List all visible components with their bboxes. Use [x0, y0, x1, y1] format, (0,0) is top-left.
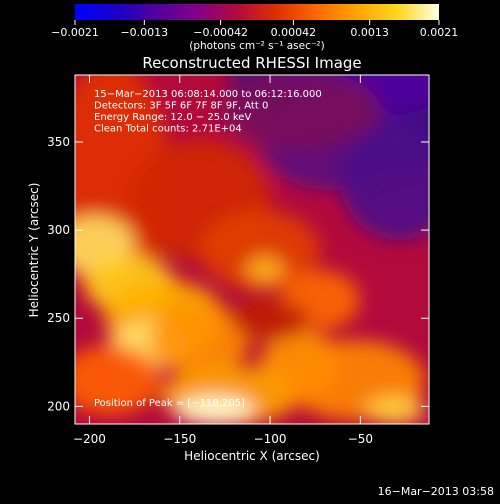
colorbar-ticks: −0.0021 −0.0013 −0.00042 0.00042 0.0013 0.002…	[51, 20, 458, 39]
y-tick-label: 350	[47, 135, 70, 149]
x-tick-label: −100	[254, 432, 287, 446]
x-tick-label: −50	[348, 432, 373, 446]
colorbar-tick-label: −0.00042	[193, 26, 248, 39]
intensity-region	[200, 210, 320, 290]
peak-position-label: Position of Peak = [−118,205]	[94, 398, 245, 409]
intensity-region	[175, 395, 255, 424]
x-axis-label: Heliocentric X (arcsec)	[184, 449, 320, 463]
y-axis: 200 250 300 350	[47, 135, 429, 413]
intensity-region	[340, 120, 429, 240]
y-tick-label: 300	[47, 223, 70, 237]
intensity-region	[365, 395, 425, 424]
intensity-region	[220, 75, 380, 150]
y-tick-label: 250	[47, 311, 70, 325]
intensity-region	[75, 345, 160, 415]
y-tick-label: 200	[47, 399, 70, 413]
annotations: 15−Mar−2013 06:08:14.000 to 06:12:16.000…	[94, 89, 322, 135]
x-tick-label: −150	[163, 432, 196, 446]
colorbar-tick-label: 0.0021	[420, 26, 459, 39]
heatmap-image	[75, 75, 429, 424]
y-axis-label: Heliocentric Y (arcsec)	[27, 183, 41, 318]
x-tick-label: −200	[73, 432, 106, 446]
colorbar-tick-label: 0.0013	[350, 26, 389, 39]
intensity-region	[245, 255, 285, 285]
annotation-line: Detectors: 3F 5F 6F 7F 8F 9F, Att 0	[94, 101, 268, 112]
x-axis: −200 −150 −100 −50	[73, 75, 373, 446]
annotation-line: Clean Total counts: 2.71E+04	[94, 124, 242, 135]
chart-title: Reconstructed RHESSI Image	[142, 54, 361, 72]
colorbar-tick-label: 0.00042	[271, 26, 317, 39]
intensity-region	[230, 300, 310, 340]
colorbar-tick-label: −0.0021	[51, 26, 99, 39]
intensity-region	[150, 305, 250, 375]
timestamp: 16−Mar−2013 03:58	[377, 485, 494, 498]
colorbar-tick-label: −0.0013	[120, 26, 168, 39]
colorbar-units-label: (photons cm⁻² s⁻¹ asec⁻²)	[189, 40, 324, 52]
annotation-line: Energy Range: 12.0 − 25.0 keV	[94, 112, 251, 123]
colorbar	[75, 4, 439, 20]
plot-frame	[74, 74, 430, 425]
annotation-line: 15−Mar−2013 06:08:14.000 to 06:12:16.000	[94, 89, 322, 100]
